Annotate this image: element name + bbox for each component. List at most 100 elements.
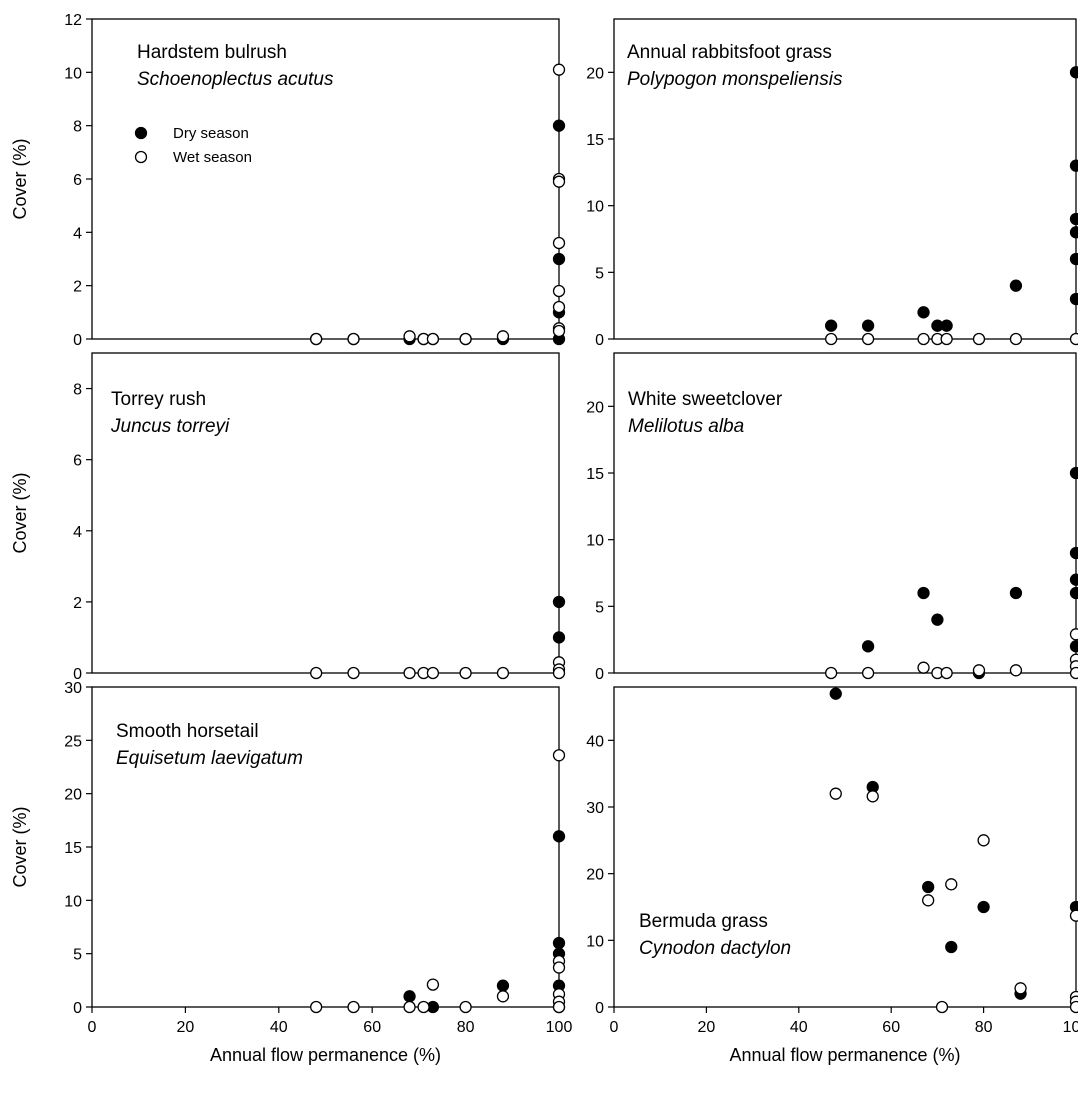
series-wet-season — [829, 787, 1078, 1014]
dry-season-point — [1069, 252, 1078, 266]
y-tick-label: 6 — [73, 453, 82, 470]
x-tick-label: 20 — [177, 1019, 195, 1036]
panel-frame — [613, 18, 1077, 340]
wet-season-point — [496, 666, 510, 680]
wet-season-point — [977, 834, 990, 847]
dry-season-point — [945, 940, 958, 954]
wet-season-point — [459, 332, 472, 346]
x-tick-label: 60 — [363, 1019, 381, 1036]
wet-season-point — [552, 1000, 566, 1014]
wet-season-point — [426, 666, 440, 680]
x-tick-label: 80 — [975, 1019, 993, 1036]
y-tick-label: 15 — [64, 840, 82, 857]
wet-season-point — [861, 332, 875, 346]
dry-season-point — [917, 306, 930, 319]
wet-season-point — [917, 332, 930, 346]
y-tick-label: 30 — [64, 680, 82, 697]
panel-subtitle: Polypogon monspeliensis — [627, 69, 843, 90]
wet-season-point — [1009, 332, 1023, 346]
dry-season-point — [1069, 586, 1078, 600]
dry-season-point — [552, 252, 566, 266]
panel-frame — [91, 352, 560, 674]
panel-torrey-rush: 0 2 4 6 8 Torrey rush Juncus torreyi Cover (%) — [10, 352, 566, 683]
panel-subtitle: Equisetum laevigatum — [116, 748, 303, 769]
wet-season-point — [459, 1000, 472, 1014]
dry-season-point — [1069, 292, 1078, 306]
wet-season-point — [347, 666, 360, 680]
panel-title: Bermuda grass — [639, 911, 768, 932]
wet-season-point — [861, 666, 875, 680]
x-axis-title: Annual flow permanence (%) — [210, 1045, 441, 1065]
wet-season-point — [824, 332, 838, 346]
dry-season-point — [1069, 573, 1078, 586]
dry-season-point — [1069, 226, 1078, 239]
wet-season-point — [1069, 628, 1078, 641]
dry-season-point — [1009, 279, 1023, 292]
x-tick-label: 0 — [88, 1019, 97, 1036]
x-tick-label: 100 — [546, 1019, 573, 1036]
y-tick-label: 10 — [64, 65, 82, 82]
y-tick-label: 2 — [73, 279, 82, 296]
y-tick-label: 30 — [586, 800, 604, 817]
y-tick-label: 0 — [595, 1000, 604, 1017]
series-wet-season — [310, 63, 566, 346]
wet-season-point — [922, 894, 935, 907]
wet-season-point — [496, 990, 510, 1003]
dry-season-point — [1009, 586, 1023, 600]
dry-season-point — [496, 979, 510, 992]
dry-season-point — [552, 936, 566, 950]
wet-season-point — [945, 878, 958, 891]
panel-title: Torrey rush — [111, 389, 206, 410]
y-tick-label: 2 — [73, 595, 82, 612]
wet-season-point — [552, 961, 566, 974]
dry-season-point — [940, 319, 953, 332]
y-axis-title: Cover (%) — [10, 472, 30, 553]
series-dry-season — [861, 466, 1078, 680]
panel-subtitle: Cynodon dactylon — [639, 938, 791, 959]
legend-label-wet: Wet season — [173, 149, 252, 166]
dry-season-point — [1069, 466, 1078, 480]
x-tick-label: 40 — [270, 1019, 288, 1036]
dry-season-point — [1069, 546, 1078, 560]
dry-season-point — [552, 830, 566, 843]
wet-season-point — [459, 666, 472, 680]
y-tick-label: 6 — [73, 172, 82, 189]
panel-frame — [613, 352, 1077, 674]
wet-season-point — [1009, 664, 1023, 677]
wet-season-point — [1069, 332, 1078, 346]
panel-white-sweetclover: 0 5 10 15 20 White sweetclover Melilotus alba — [586, 352, 1078, 683]
y-tick-label: 8 — [73, 119, 82, 136]
series-dry-season — [824, 66, 1078, 332]
wet-season-point — [403, 1000, 416, 1014]
series-dry-season — [403, 830, 566, 1014]
wet-season-point — [935, 1000, 949, 1014]
wet-season-point — [1014, 982, 1027, 995]
dry-season-point — [977, 900, 990, 914]
wet-season-point — [552, 666, 566, 680]
dry-season-point — [1069, 212, 1078, 226]
wet-season-point — [552, 284, 566, 298]
dry-season-point — [552, 631, 566, 644]
wet-season-point — [310, 332, 323, 346]
y-tick-label: 12 — [64, 12, 82, 29]
y-tick-label: 20 — [586, 399, 604, 416]
y-tick-label: 4 — [73, 524, 82, 541]
wet-season-point — [552, 300, 566, 314]
series-dry-season — [552, 595, 566, 644]
dry-season-point — [917, 586, 930, 600]
panel-subtitle: Juncus torreyi — [110, 416, 230, 437]
series-dry-season — [310, 119, 566, 346]
wet-season-point — [1069, 666, 1078, 680]
legend-marker-wet — [134, 150, 148, 164]
wet-season-point — [496, 330, 510, 343]
wet-season-point — [972, 332, 986, 346]
wet-season-point — [347, 332, 360, 346]
series-dry-season — [829, 687, 1078, 1000]
series-wet-season — [310, 749, 566, 1014]
y-tick-label: 10 — [586, 933, 604, 950]
dry-season-point — [922, 880, 935, 894]
panel-subtitle: Melilotus alba — [628, 416, 744, 437]
wet-season-point — [866, 790, 879, 803]
legend-label-dry: Dry season — [173, 125, 249, 142]
panels: 0 2 4 6 8 10 12 Hardstem bulrush Schoenoplectus … — [10, 12, 1078, 1065]
